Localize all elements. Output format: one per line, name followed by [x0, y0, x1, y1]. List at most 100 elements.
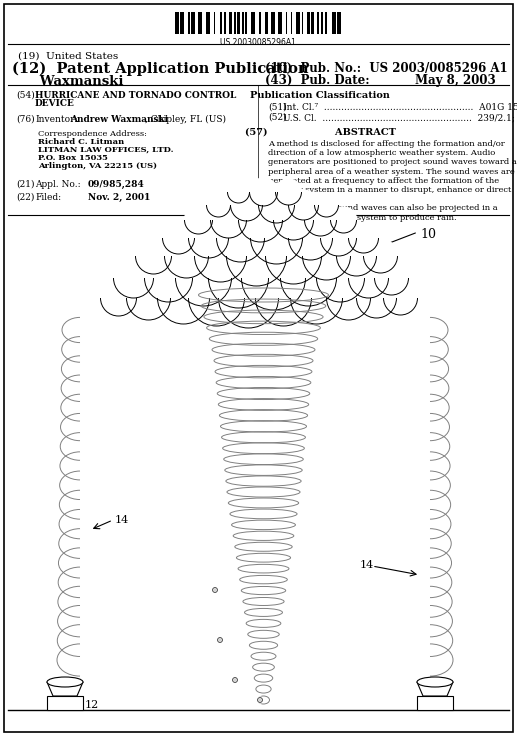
Bar [220, 12, 222, 34]
Bar [180, 12, 185, 34]
Circle shape [100, 280, 136, 316]
Text: Appl. No.:: Appl. No.: [35, 180, 81, 189]
Text: Inventor:: Inventor: [35, 115, 78, 124]
Text: A method is disclosed for affecting the formation and/or
direction of a low atmo: A method is disclosed for affecting the … [268, 140, 517, 222]
Polygon shape [417, 682, 453, 696]
Circle shape [255, 270, 312, 326]
Circle shape [212, 587, 218, 592]
Circle shape [357, 278, 397, 318]
Circle shape [241, 246, 306, 310]
Bar [302, 12, 303, 34]
Circle shape [305, 204, 337, 236]
Text: (57)                    ABSTRACT: (57) ABSTRACT [245, 128, 396, 137]
Circle shape [164, 234, 208, 278]
Circle shape [337, 236, 376, 276]
Text: (10)  Pub. No.:  US 2003/0085296 A1: (10) Pub. No.: US 2003/0085296 A1 [265, 62, 508, 75]
Text: 09/985,284: 09/985,284 [88, 180, 145, 189]
Bar [245, 12, 247, 34]
Circle shape [210, 202, 247, 238]
Circle shape [302, 232, 351, 280]
Bar [198, 12, 202, 34]
Text: Nov. 2, 2001: Nov. 2, 2001 [88, 193, 150, 202]
Bar [271, 12, 275, 34]
Bar [229, 12, 232, 34]
Circle shape [226, 226, 286, 286]
Bar [417, 696, 453, 710]
Text: Waxmanski: Waxmanski [12, 75, 124, 88]
Text: Filed:: Filed: [35, 193, 61, 202]
Bar [331, 12, 336, 34]
Circle shape [321, 220, 357, 256]
Circle shape [276, 179, 301, 205]
Circle shape [231, 189, 263, 221]
Circle shape [257, 697, 263, 703]
Circle shape [288, 190, 318, 220]
Text: Richard C. Litman: Richard C. Litman [38, 138, 124, 146]
Text: (43)  Pub. Date:           May 8, 2003: (43) Pub. Date: May 8, 2003 [265, 74, 496, 87]
Circle shape [162, 222, 194, 254]
Bar [311, 12, 314, 34]
Text: (76): (76) [16, 115, 35, 124]
Circle shape [185, 206, 212, 234]
Text: (12)  Patent Application Publication: (12) Patent Application Publication [12, 62, 309, 77]
Circle shape [158, 272, 209, 324]
Text: US 20030085296A1: US 20030085296A1 [220, 38, 296, 47]
Text: HURRICANE AND TORNADO CONTROL: HURRICANE AND TORNADO CONTROL [35, 91, 236, 100]
Text: (52): (52) [268, 113, 286, 122]
Circle shape [212, 587, 218, 593]
Circle shape [257, 698, 263, 702]
Text: (51): (51) [268, 103, 287, 112]
Text: , Chipley, FL (US): , Chipley, FL (US) [145, 115, 226, 124]
Text: LITMAN LAW OFFICES, LTD.: LITMAN LAW OFFICES, LTD. [38, 146, 174, 154]
Circle shape [251, 212, 302, 264]
Bar [265, 12, 268, 34]
Circle shape [233, 678, 237, 682]
Circle shape [217, 214, 265, 262]
Circle shape [327, 276, 371, 320]
Circle shape [314, 193, 339, 217]
Bar [206, 12, 210, 34]
Circle shape [348, 258, 388, 298]
Ellipse shape [103, 286, 414, 311]
Circle shape [227, 181, 250, 203]
Circle shape [273, 200, 313, 240]
Circle shape [217, 637, 223, 643]
Circle shape [266, 228, 322, 284]
Bar [237, 12, 240, 34]
Text: Int. Cl.⁷  ....................................................  A01G 15/00: Int. Cl.⁷ ..............................… [283, 103, 517, 112]
Circle shape [127, 276, 171, 320]
Circle shape [316, 254, 364, 302]
Bar [189, 12, 190, 34]
Bar [242, 12, 244, 34]
Circle shape [281, 250, 337, 306]
Bar [251, 12, 254, 34]
Circle shape [288, 216, 332, 260]
Text: DEVICE: DEVICE [35, 99, 75, 108]
Text: P.O. Box 15035: P.O. Box 15035 [38, 154, 108, 162]
Bar [278, 12, 282, 34]
Bar [321, 12, 324, 34]
Text: 12: 12 [440, 700, 454, 710]
Text: Correspondence Address:: Correspondence Address: [38, 130, 147, 138]
Bar [223, 12, 226, 34]
Circle shape [374, 261, 408, 295]
Text: 14: 14 [115, 515, 129, 525]
Text: (54): (54) [16, 91, 35, 100]
Circle shape [135, 238, 172, 274]
Bar [296, 12, 300, 34]
Bar [337, 12, 341, 34]
Circle shape [206, 193, 231, 217]
Text: U.S. Cl.  ....................................................  239/2.1; 239/14.: U.S. Cl. ...............................… [283, 113, 517, 122]
Circle shape [250, 178, 278, 206]
Ellipse shape [417, 677, 453, 687]
Circle shape [330, 207, 357, 233]
Text: 12: 12 [85, 700, 99, 710]
Circle shape [291, 272, 342, 324]
Bar [214, 12, 216, 34]
Circle shape [175, 250, 232, 306]
Circle shape [219, 268, 279, 328]
Text: 10: 10 [420, 228, 436, 241]
Text: (19)  United States: (19) United States [18, 52, 118, 61]
Circle shape [208, 248, 268, 308]
Bar [307, 12, 310, 34]
